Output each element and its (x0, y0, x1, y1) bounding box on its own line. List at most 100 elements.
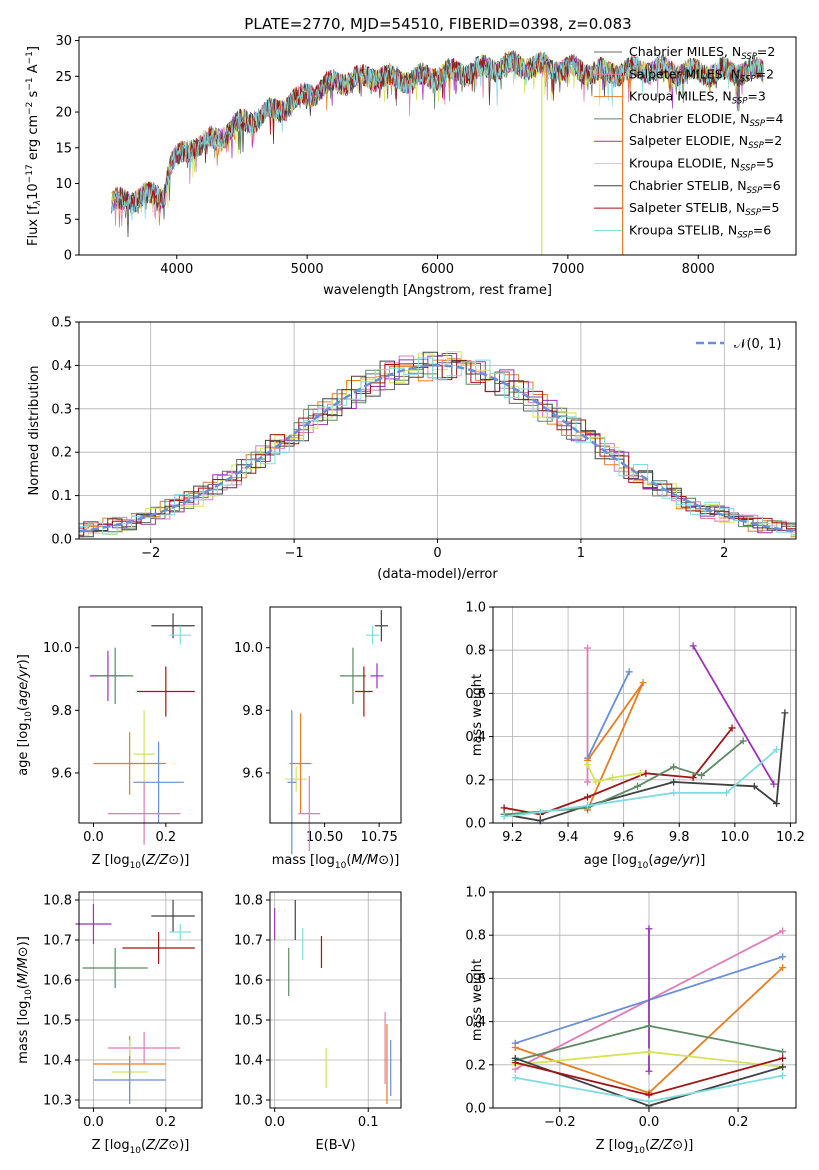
y-axis-label: age [log10(age/yr)] (16, 654, 34, 776)
y-tick-label: 1.0 (465, 601, 486, 616)
weight-point-marker (779, 1063, 787, 1071)
label-part: ( (141, 1138, 146, 1153)
y-axis-label-part: −1 (25, 77, 35, 90)
legend-count: =2 (756, 66, 774, 81)
y-tick-label: 0.2 (465, 773, 486, 788)
weight-series-line (586, 764, 641, 784)
x-tick-label: 7000 (551, 262, 584, 277)
x-axis-label: Z [log10(Z/Z⊙)] (92, 1138, 190, 1156)
weight-point-marker (511, 1044, 519, 1052)
label-part: ( (16, 706, 31, 711)
x-tick-label: 5000 (291, 262, 324, 277)
legend-entry: 𝒩(0, 1) (734, 337, 781, 352)
y-tick-label: 30 (55, 34, 72, 49)
weight-point-marker (584, 793, 592, 801)
x-axis-label: age [log10(age/yr)] (584, 853, 706, 871)
weight-point-marker (625, 668, 633, 676)
weight-point-marker (773, 800, 781, 808)
y-axis-label-part: erg cm (26, 115, 41, 164)
legend-subscript: SSP (749, 119, 765, 129)
label-part: 10 (130, 1146, 142, 1156)
label-part: )] (695, 853, 705, 868)
histogram-series (79, 357, 796, 535)
weight-point-marker (645, 1048, 653, 1056)
y-tick-label: 10.7 (43, 934, 72, 949)
x-tick-label: 6000 (421, 262, 454, 277)
y-tick-label: 0.0 (51, 533, 72, 548)
weight-point-marker (779, 927, 787, 935)
weight-point-marker (634, 782, 642, 790)
legend-name: Salpeter STELIB, N (629, 200, 745, 215)
x-axis-label: E(B-V) (315, 1138, 355, 1153)
legend-entry: Kroupa STELIB, NSSP=6 (629, 222, 771, 240)
y-tick-label: 0.5 (51, 316, 72, 331)
legend-entry: Kroupa ELODIE, NSSP=5 (629, 156, 774, 174)
label-part: age [log (584, 853, 637, 868)
legend-name: Kroupa STELIB, N (629, 222, 737, 237)
legend-entry: Salpeter ELODIE, NSSP=2 (629, 133, 782, 151)
legend-count: =4 (765, 111, 783, 126)
x-tick-label: 1 (577, 546, 585, 561)
legend-count: =5 (756, 156, 774, 171)
weight-point-marker (723, 789, 731, 797)
y-tick-label: 15 (55, 141, 72, 156)
weight-point-marker (536, 808, 544, 816)
label-part: ( (16, 984, 31, 989)
y-tick-label: 10.7 (234, 934, 263, 949)
y-tick-label: 0.0 (465, 817, 486, 832)
y-axis-label: Normed distribution (27, 366, 42, 496)
weight-point-marker (670, 763, 678, 771)
label-part: 10 (637, 861, 649, 871)
x-tick-label: 0.0 (639, 1115, 660, 1130)
y-tick-label: 0.2 (465, 1058, 486, 1073)
label-part: 10 (24, 989, 34, 1001)
label-part: Z [log (92, 1138, 130, 1153)
legend-count: =6 (762, 178, 780, 193)
label-part: ( (645, 1138, 650, 1153)
x-tick-label: 10.0 (720, 830, 749, 845)
y-axis-label-part: Flux [f (26, 205, 41, 246)
weight-point-marker (670, 778, 678, 786)
legend-count: =2 (764, 133, 782, 148)
weight-point-marker (609, 774, 617, 782)
histogram-series (79, 353, 796, 534)
x-tick-label: 0.2 (155, 830, 176, 845)
x-tick-label: 9.4 (558, 830, 579, 845)
weight-series-line (692, 645, 775, 785)
weight-point-marker (584, 644, 592, 652)
y-axis-label-part: −2 (25, 102, 35, 115)
weight-point-marker (728, 724, 736, 732)
weight-point-marker (645, 1067, 653, 1075)
y-tick-label: 0.6 (465, 687, 486, 702)
weight-point-marker (779, 1048, 787, 1056)
x-axis-label: (data-model)/error (377, 567, 498, 582)
weight-point-marker (636, 769, 644, 777)
label-part: 10 (634, 1146, 646, 1156)
axes-frame (78, 606, 203, 824)
legend-subscript: SSP (741, 52, 757, 62)
weight-point-marker (645, 1022, 653, 1030)
label-part: 10 (130, 861, 142, 871)
y-tick-label: 9.6 (242, 766, 263, 781)
y-tick-label: 0.0 (465, 1102, 486, 1117)
y-axis-label-part: ] (26, 46, 41, 51)
weight-point-marker (779, 953, 787, 961)
y-tick-label: 0.4 (51, 359, 72, 374)
label-part: ( (141, 853, 146, 868)
label-part: )] (683, 1138, 693, 1153)
y-axis-label-part: −1 (25, 51, 35, 64)
legend-count: =6 (753, 222, 771, 237)
y-axis-label-part: s (26, 90, 41, 101)
x-tick-label: 0.0 (264, 1115, 285, 1130)
weight-point-marker (770, 780, 778, 788)
weight-point-marker (779, 1072, 787, 1080)
legend-subscript: SSP (732, 97, 748, 107)
label-part: )] (16, 654, 31, 664)
y-tick-label: 10.4 (234, 1054, 263, 1069)
weight-point-marker (592, 778, 600, 786)
weight-point-marker (773, 746, 781, 754)
legend-subscript: SSP (747, 186, 763, 196)
label-part: Z [log (596, 1138, 634, 1153)
label-part: 10 (24, 711, 34, 723)
x-axis-label: Z [log10(Z/Z⊙)] (92, 853, 190, 871)
